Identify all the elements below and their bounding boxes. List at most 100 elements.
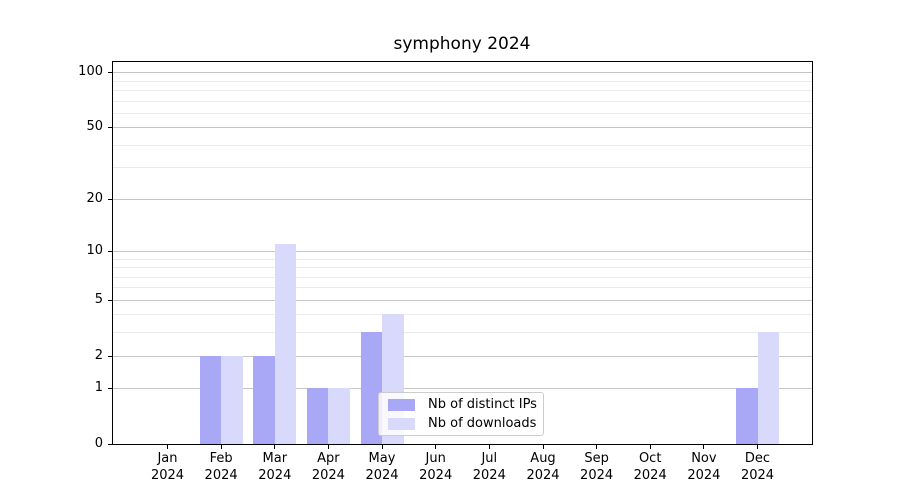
x-tick-label-line: 2024 <box>472 468 506 483</box>
y-gridline <box>113 355 812 357</box>
x-tick-label: Mar 2024 <box>243 450 307 484</box>
y-gridline-minor <box>113 167 812 169</box>
x-tick-label: Sep 2024 <box>565 450 629 484</box>
y-tick-label: 1 <box>94 380 103 396</box>
x-tick-label-line: Jun <box>425 451 446 466</box>
x-tick-label-line: 2024 <box>633 468 667 483</box>
x-tick-label: Feb 2024 <box>189 450 253 484</box>
y-tick-label: 10 <box>86 242 103 258</box>
x-tick-label: Aug 2024 <box>511 450 575 484</box>
y-tick-mark <box>108 127 113 129</box>
x-tick-label-line: Feb <box>209 451 233 466</box>
x-tick-mark <box>542 444 544 449</box>
y-gridline <box>113 250 812 252</box>
x-tick-label-line: 2024 <box>580 468 614 483</box>
y-tick-label: 100 <box>78 64 103 80</box>
x-tick-mark <box>274 444 276 449</box>
y-gridline-minor <box>113 314 812 316</box>
legend-label-distinct-ips: Nb of distinct IPs <box>428 397 537 412</box>
x-tick-label-line: 2024 <box>150 468 185 483</box>
x-tick-mark <box>327 444 329 449</box>
x-tick-label-line: 2024 <box>204 468 238 483</box>
x-tick-label-line: Jan <box>157 451 178 466</box>
y-tick-label: 2 <box>94 347 103 363</box>
bar-downloads <box>221 355 243 444</box>
y-gridline-minor <box>113 332 812 334</box>
y-gridline-minor <box>113 80 812 82</box>
bar-downloads <box>328 388 350 444</box>
y-gridline-minor <box>113 90 812 91</box>
x-tick-mark <box>649 444 651 449</box>
legend-swatch-distinct-ips-icon <box>388 398 415 411</box>
x-tick-label-line: Mar <box>262 451 288 466</box>
x-tick-label: Oct 2024 <box>618 450 682 484</box>
x-tick-label: Dec 2024 <box>726 450 790 484</box>
x-tick-label-line: 2024 <box>365 468 399 483</box>
x-tick-label: Jul 2024 <box>457 450 521 484</box>
x-tick-mark <box>220 444 222 449</box>
x-tick-label: Apr 2024 <box>296 450 360 484</box>
x-tick-label-line: May <box>368 451 396 466</box>
x-tick-label-line: 2024 <box>526 468 560 483</box>
x-tick-mark <box>167 444 168 449</box>
x-tick-mark <box>703 444 705 449</box>
x-tick-label-line: Oct <box>638 451 662 466</box>
y-tick-mark <box>108 250 113 252</box>
y-gridline <box>113 299 812 301</box>
x-tick-mark <box>381 444 383 449</box>
x-tick-label-line: Apr <box>317 451 340 466</box>
legend-item-distinct-ips: Nb of distinct IPs <box>388 397 537 412</box>
bar-distinct-ips <box>306 388 329 444</box>
x-tick-label-line: Dec <box>744 451 771 466</box>
x-tick-label-line: Nov <box>691 451 717 466</box>
x-tick-label-line: Sep <box>584 451 609 466</box>
y-tick-mark <box>108 198 113 200</box>
x-tick-label-line: Jul <box>481 451 498 466</box>
y-tick-label: 0 <box>94 436 103 451</box>
legend-label-downloads: Nb of downloads <box>428 416 537 431</box>
y-gridline <box>113 198 812 200</box>
legend-swatch-downloads-icon <box>388 417 415 430</box>
y-tick-label: 20 <box>86 190 103 206</box>
x-tick-label: Jun 2024 <box>404 450 468 484</box>
bar-distinct-ips <box>360 332 382 444</box>
x-tick-label-line: Aug <box>530 451 556 466</box>
y-tick-label: 50 <box>86 119 103 135</box>
x-tick-mark <box>596 444 598 449</box>
x-tick-label-line: 2024 <box>311 468 345 483</box>
y-gridline-minor <box>113 144 812 146</box>
y-gridline-minor <box>113 287 812 289</box>
x-tick-label-line: 2024 <box>419 468 453 483</box>
y-tick-mark <box>108 355 113 357</box>
x-tick-label: May 2024 <box>350 450 414 484</box>
bar-distinct-ips <box>199 355 222 444</box>
x-tick-label: Nov 2024 <box>672 450 736 484</box>
y-tick-label: 5 <box>94 291 103 307</box>
y-tick-mark <box>108 72 113 74</box>
y-tick-mark <box>108 444 113 445</box>
bar-distinct-ips <box>253 355 275 444</box>
x-tick-label-line: 2024 <box>258 468 292 483</box>
y-gridline <box>113 72 812 74</box>
y-gridline <box>113 127 812 129</box>
y-gridline-minor <box>113 267 812 268</box>
bar-downloads <box>274 243 297 444</box>
x-tick-mark <box>435 444 437 449</box>
y-gridline-minor <box>113 112 812 114</box>
x-tick-label: Jan 2024 <box>136 450 200 484</box>
legend: Nb of distinct IPs Nb of downloads <box>378 392 544 436</box>
y-gridline <box>113 388 812 390</box>
y-gridline-minor <box>113 276 812 278</box>
x-tick-label-line: 2024 <box>740 468 775 483</box>
x-tick-label-line: 2024 <box>687 468 721 483</box>
y-tick-mark <box>108 299 113 301</box>
bar-distinct-ips <box>736 388 758 444</box>
chart-title: symphony 2024 <box>393 34 531 54</box>
plot-area: Nb of distinct IPs Nb of downloads 0 1 2 5 1… <box>78 61 813 483</box>
x-tick-mark <box>488 444 490 449</box>
bar-downloads <box>757 332 779 444</box>
x-tick-mark <box>757 444 758 449</box>
y-gridline-minor <box>113 258 812 260</box>
y-tick-mark <box>108 388 113 390</box>
